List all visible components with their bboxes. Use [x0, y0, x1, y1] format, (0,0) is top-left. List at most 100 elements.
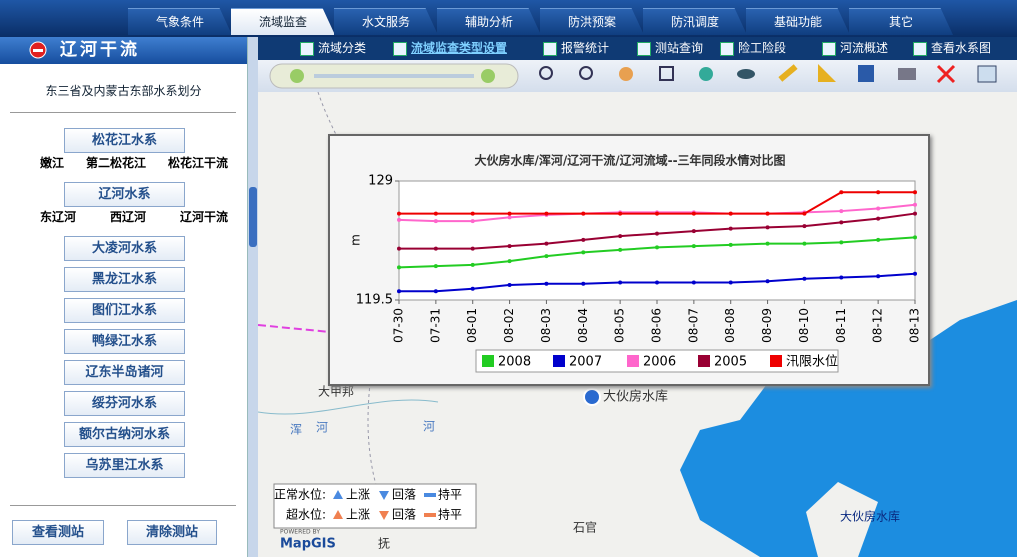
y-tick-label: 129: [368, 174, 393, 189]
sidebar: 辽河干流 东三省及内蒙古东部水系划分 松花江水系 嫩江 第二松花江 松花江干流 辽河水系…: [0, 37, 248, 557]
data-point: [544, 281, 549, 286]
data-point: [839, 220, 844, 225]
x-tick-label: 08-02: [502, 308, 516, 343]
powered-by: POWERED BY: [280, 529, 320, 536]
data-point: [839, 275, 844, 280]
x-tick-label: 08-11: [834, 308, 848, 343]
data-point: [470, 211, 475, 216]
menu-item[interactable]: 河流概述: [822, 37, 888, 60]
river-system-button[interactable]: 额尔古纳河水系: [64, 422, 185, 447]
sidebar-header: 辽河干流: [0, 37, 247, 64]
legend-glyph: [424, 513, 436, 517]
data-point: [728, 280, 733, 285]
data-point: [397, 217, 401, 222]
x-tick-label: 08-07: [686, 308, 700, 343]
top-bar: 气象条件 流域监查 水文服务 辅助分析 防洪预案 防汛调度 基础功能 其它: [0, 0, 1017, 37]
legend-item: 上涨: [346, 487, 370, 502]
river-system-button[interactable]: 黑龙江水系: [64, 267, 185, 292]
data-point: [839, 190, 844, 195]
map-label: 河: [316, 421, 328, 435]
river-link[interactable]: 第二松花江: [85, 156, 146, 170]
data-point: [618, 234, 623, 239]
legend-swatch: [698, 355, 710, 367]
legend-glyph: [379, 491, 389, 500]
river-link[interactable]: 西辽河: [109, 210, 146, 224]
tab[interactable]: 气象条件: [128, 8, 232, 35]
data-point: [876, 216, 881, 221]
tab[interactable]: 防汛调度: [643, 8, 747, 35]
data-point: [433, 264, 438, 269]
river-link[interactable]: 辽河干流: [179, 210, 228, 224]
river-system-button[interactable]: 乌苏里江水系: [64, 453, 185, 478]
data-point: [913, 211, 917, 216]
data-point: [618, 211, 623, 216]
legend-swatch: [553, 355, 565, 367]
collapse-icon[interactable]: [26, 37, 56, 64]
x-tick-label: 08-04: [576, 308, 590, 343]
river-link[interactable]: 松花江干流: [167, 156, 228, 170]
legend-item: 上涨: [346, 507, 370, 522]
data-point: [728, 211, 733, 216]
x-tick-label: 08-01: [465, 308, 479, 343]
data-point: [507, 282, 512, 287]
x-tick-label: 08-09: [760, 308, 774, 343]
data-point: [802, 241, 807, 246]
legend-glyph: [379, 511, 389, 520]
river-system-button[interactable]: 大凌河水系: [64, 236, 185, 261]
chart: 大伙房水库/浑河/辽河干流/辽河流域--三年同段水情对比图 m 119.5 129…: [349, 153, 922, 373]
tab[interactable]: 水文服务: [334, 8, 438, 35]
menu-item[interactable]: 测站查询: [637, 37, 703, 60]
river-system-button[interactable]: 图们江水系: [64, 298, 185, 323]
map-label: 抚: [378, 537, 390, 551]
map-label: 大伙房水库: [840, 509, 900, 524]
x-tick-label: 08-03: [539, 308, 553, 343]
data-point: [802, 211, 807, 216]
river-system-button[interactable]: 鸭绿江水系: [64, 329, 185, 354]
tab[interactable]: 流域监查: [231, 8, 335, 35]
river-system-button[interactable]: 辽东半岛诸河: [64, 360, 185, 385]
data-point: [876, 190, 881, 195]
data-point: [876, 274, 881, 279]
river-system-button[interactable]: 松花江水系: [64, 128, 185, 153]
menu-item[interactable]: 流域监查类型设置: [393, 37, 507, 60]
data-point: [655, 211, 659, 216]
x-tick-label: 08-06: [650, 308, 664, 343]
legend-glyph: [424, 493, 436, 497]
river-system-button[interactable]: 绥芬河水系: [64, 391, 185, 416]
action-button[interactable]: 查看测站: [12, 520, 104, 545]
data-point: [470, 262, 475, 267]
x-tick-label: 08-10: [797, 308, 811, 343]
x-tick-label: 08-05: [613, 308, 627, 343]
legend-box: [273, 483, 477, 529]
action-button[interactable]: 清除测站: [127, 520, 217, 545]
menu-item[interactable]: 报警统计: [543, 37, 609, 60]
legend-glyph: [333, 490, 343, 499]
toolbar: [258, 60, 1017, 92]
link-row: 嫩江 第二松花江 松花江干流: [40, 154, 228, 171]
river-link[interactable]: 东辽河: [40, 210, 77, 224]
tab[interactable]: 基础功能: [746, 8, 850, 35]
tab[interactable]: 辅助分析: [437, 8, 541, 35]
chart-title: 大伙房水库/浑河/辽河干流/辽河流域--三年同段水情对比图: [474, 153, 785, 168]
menu-item[interactable]: 流域分类: [300, 37, 366, 60]
data-point: [765, 241, 770, 246]
splitter[interactable]: [248, 37, 258, 557]
data-point: [433, 219, 438, 224]
data-point: [397, 211, 401, 216]
link-row: 东辽河 西辽河 辽河干流: [40, 208, 228, 225]
tab[interactable]: 防洪预案: [540, 8, 644, 35]
river-link[interactable]: 嫩江: [40, 156, 65, 170]
data-point: [544, 254, 549, 259]
map-label: 大伙房水库: [603, 389, 668, 405]
data-point: [655, 245, 659, 250]
river-system-button[interactable]: 辽河水系: [64, 182, 185, 207]
legend-swatch: [482, 355, 494, 367]
divider: [10, 505, 236, 506]
logo: MapGIS: [280, 537, 336, 552]
data-point: [470, 246, 475, 251]
menu-item[interactable]: 险工险段: [720, 37, 786, 60]
menu-item[interactable]: 查看水系图: [913, 37, 991, 60]
legend-label: 汛限水位: [786, 355, 838, 370]
x-tick-label: 08-13: [908, 308, 922, 343]
tab[interactable]: 其它: [849, 8, 953, 35]
